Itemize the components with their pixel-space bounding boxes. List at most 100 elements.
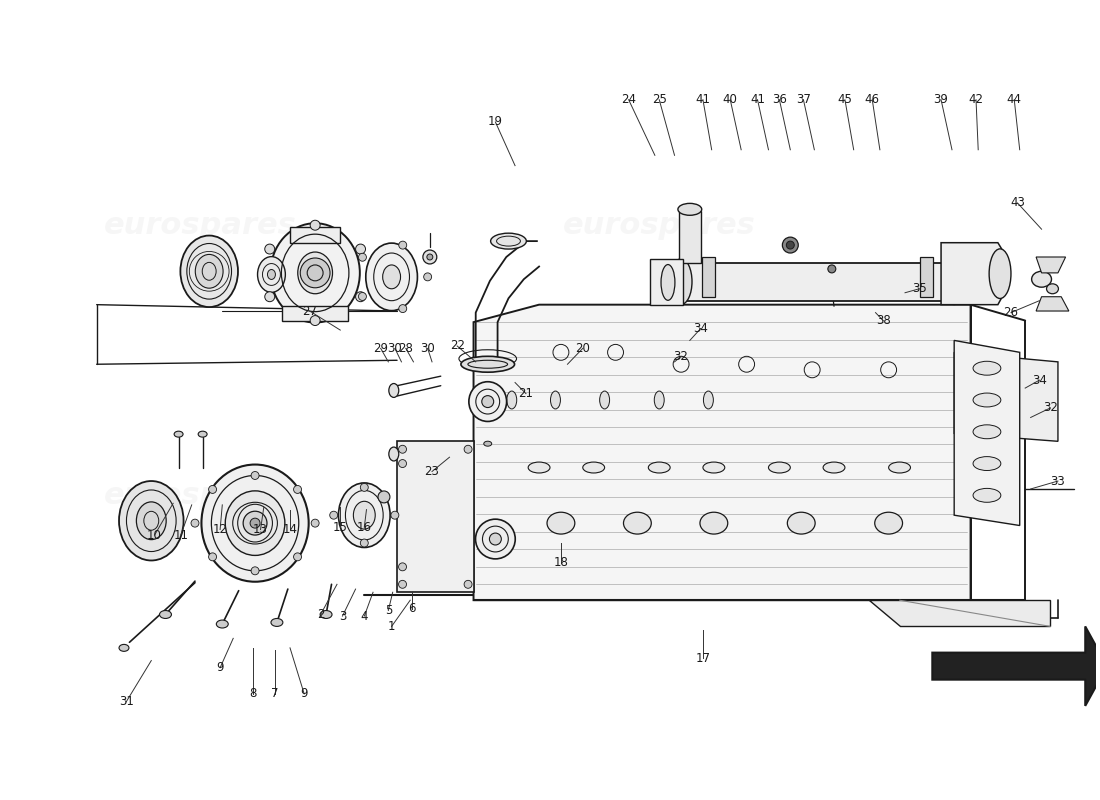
Ellipse shape: [988, 367, 1008, 377]
Text: 43: 43: [1010, 197, 1025, 210]
Circle shape: [390, 511, 399, 519]
Circle shape: [361, 539, 368, 547]
Circle shape: [355, 292, 365, 302]
Ellipse shape: [600, 391, 609, 409]
Circle shape: [330, 511, 338, 519]
Ellipse shape: [823, 462, 845, 473]
Ellipse shape: [828, 265, 836, 273]
Text: 44: 44: [1006, 94, 1022, 106]
Text: 12: 12: [212, 523, 228, 536]
Ellipse shape: [989, 249, 1011, 298]
Circle shape: [378, 491, 389, 503]
Text: 34: 34: [693, 322, 708, 335]
Circle shape: [398, 459, 407, 467]
Text: 11: 11: [174, 529, 188, 542]
Circle shape: [300, 258, 330, 288]
Text: 38: 38: [876, 314, 891, 327]
Ellipse shape: [703, 391, 714, 409]
Ellipse shape: [700, 512, 728, 534]
Circle shape: [294, 553, 301, 561]
Ellipse shape: [974, 488, 1001, 502]
Text: 21: 21: [518, 387, 534, 400]
Ellipse shape: [889, 462, 911, 473]
Text: eurospares: eurospares: [563, 210, 756, 240]
Circle shape: [191, 519, 199, 527]
Ellipse shape: [366, 243, 417, 310]
Polygon shape: [290, 227, 340, 242]
Circle shape: [786, 241, 794, 249]
Text: 15: 15: [333, 521, 348, 534]
Text: 31: 31: [119, 695, 133, 708]
Ellipse shape: [196, 254, 223, 288]
Text: 2: 2: [317, 608, 324, 621]
Ellipse shape: [201, 465, 309, 582]
Ellipse shape: [271, 223, 360, 322]
Polygon shape: [397, 442, 473, 592]
Ellipse shape: [490, 533, 502, 545]
Text: 9: 9: [217, 662, 224, 674]
Circle shape: [464, 446, 472, 454]
Text: 3: 3: [339, 610, 346, 622]
Ellipse shape: [974, 425, 1001, 438]
Text: 1: 1: [388, 620, 395, 633]
Text: 42: 42: [968, 94, 983, 106]
Text: 41: 41: [695, 94, 711, 106]
Ellipse shape: [461, 356, 515, 372]
Ellipse shape: [160, 610, 172, 618]
Circle shape: [427, 254, 432, 260]
Polygon shape: [942, 242, 1007, 305]
Ellipse shape: [119, 644, 129, 651]
Text: 29: 29: [373, 342, 388, 355]
Ellipse shape: [469, 382, 507, 422]
Ellipse shape: [1032, 271, 1052, 287]
Ellipse shape: [874, 512, 902, 534]
Circle shape: [424, 273, 431, 281]
Ellipse shape: [974, 457, 1001, 470]
Text: 30: 30: [387, 342, 403, 355]
Text: 45: 45: [837, 94, 852, 106]
Text: 4: 4: [361, 610, 368, 622]
Ellipse shape: [974, 393, 1001, 407]
Ellipse shape: [583, 462, 605, 473]
Text: 23: 23: [425, 465, 440, 478]
Polygon shape: [1036, 257, 1066, 273]
Circle shape: [782, 237, 799, 253]
Ellipse shape: [298, 252, 332, 294]
Polygon shape: [954, 341, 1020, 526]
Text: 26: 26: [1003, 306, 1019, 319]
Ellipse shape: [257, 257, 285, 292]
Ellipse shape: [648, 462, 670, 473]
Text: 19: 19: [488, 115, 503, 129]
Circle shape: [209, 553, 217, 561]
Bar: [702, 257, 715, 297]
Text: 14: 14: [283, 523, 297, 536]
Circle shape: [310, 315, 320, 326]
Circle shape: [355, 244, 365, 254]
Polygon shape: [933, 626, 1100, 706]
Ellipse shape: [136, 502, 166, 540]
Polygon shape: [650, 258, 683, 305]
Circle shape: [359, 293, 366, 301]
Ellipse shape: [678, 203, 702, 215]
Circle shape: [311, 519, 319, 527]
Text: 40: 40: [723, 94, 738, 106]
Text: eurospares: eurospares: [104, 481, 297, 510]
Polygon shape: [954, 352, 1058, 442]
Ellipse shape: [528, 462, 550, 473]
Ellipse shape: [654, 391, 664, 409]
Ellipse shape: [670, 258, 692, 305]
Circle shape: [359, 254, 366, 262]
Ellipse shape: [339, 483, 390, 547]
Ellipse shape: [198, 431, 207, 437]
Ellipse shape: [550, 391, 560, 409]
Text: 27: 27: [302, 305, 317, 318]
Ellipse shape: [383, 265, 400, 289]
Circle shape: [422, 250, 437, 264]
Text: 34: 34: [1032, 374, 1047, 386]
Ellipse shape: [988, 387, 1008, 397]
Text: 36: 36: [772, 94, 786, 106]
Polygon shape: [1036, 297, 1069, 311]
Text: 32: 32: [673, 350, 689, 363]
Ellipse shape: [217, 620, 229, 628]
Ellipse shape: [267, 270, 275, 279]
